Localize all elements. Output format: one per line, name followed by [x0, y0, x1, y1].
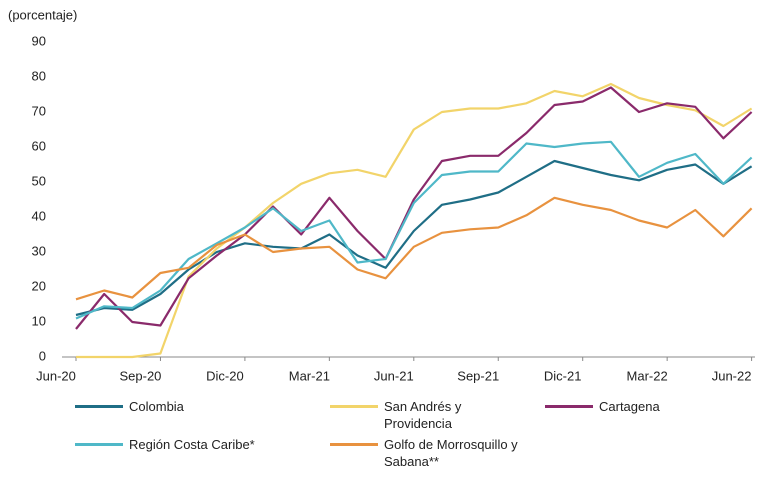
y-tick-label: 40 [32, 208, 46, 223]
y-tick-label: 20 [32, 278, 46, 293]
x-tick-label: Jun-20 [36, 368, 76, 383]
legend-item: Región Costa Caribe* [75, 436, 330, 474]
legend-label: Golfo de Morrosquillo y Sabana** [384, 437, 518, 469]
x-tick-label: Jun-21 [374, 368, 414, 383]
legend: Colombia San Andrés y Providencia Cartagen… [75, 398, 755, 474]
legend-item: Golfo de Morrosquillo y Sabana** [330, 436, 545, 474]
series-line [75, 140, 753, 320]
legend-swatch [75, 405, 123, 408]
y-tick-label: 50 [32, 173, 46, 188]
legend-item: Colombia [75, 398, 330, 436]
legend-label: Región Costa Caribe* [129, 437, 255, 452]
legend-item: Cartagena [545, 398, 725, 436]
x-tick-label: Dic-21 [544, 368, 582, 383]
chart: (porcentaje) 0 10 20 30 40 50 60 70 80 90 Jun-20 Se… [8, 7, 755, 383]
y-tick-label: 30 [32, 243, 46, 258]
x-tick-label: Jun-22 [712, 368, 752, 383]
legend-label: Colombia [129, 399, 184, 414]
y-tick-label: 90 [32, 33, 46, 48]
x-tick-label: Sep-21 [457, 368, 499, 383]
legend-swatch [330, 443, 378, 446]
series-line [75, 196, 753, 301]
x-tick-label: Dic-20 [206, 368, 244, 383]
y-tick-label: 0 [39, 348, 46, 363]
legend-swatch [75, 443, 123, 446]
legend-swatch [330, 405, 378, 408]
y-tick-label: 60 [32, 138, 46, 153]
series-line [75, 86, 753, 330]
y-tick-label: 70 [32, 103, 46, 118]
x-tick-label: Sep-20 [119, 368, 161, 383]
y-tick-label: 10 [32, 313, 46, 328]
legend-label: Cartagena [599, 399, 660, 414]
x-tick-label: Mar-21 [289, 368, 330, 383]
legend-label: San Andrés y Providencia [384, 399, 462, 431]
y-axis-label: (porcentaje) [8, 7, 77, 22]
y-tick-label: 80 [32, 68, 46, 83]
series-line [76, 82, 753, 359]
legend-swatch [545, 405, 593, 408]
series-line [75, 159, 753, 317]
x-tick-label: Mar-22 [627, 368, 668, 383]
legend-item: San Andrés y Providencia [330, 398, 545, 436]
